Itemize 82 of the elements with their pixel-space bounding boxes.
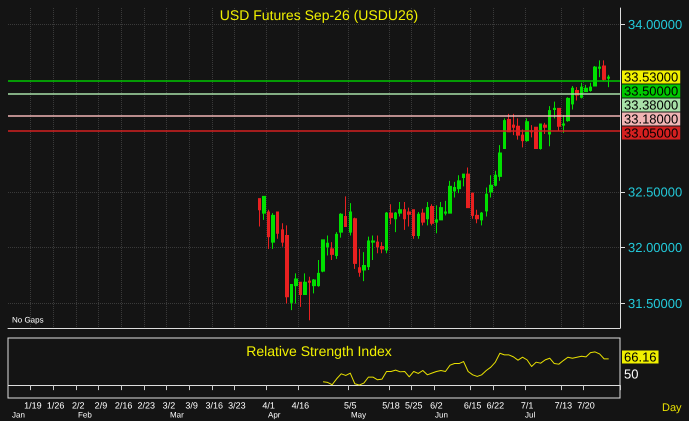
ref-line-label: 33.38000 <box>624 98 678 112</box>
candlestick <box>262 196 266 220</box>
ref-line-label: 33.18000 <box>624 112 678 126</box>
candlestick <box>607 74 610 88</box>
candlestick <box>271 212 275 250</box>
text: 50 <box>624 366 638 382</box>
x-tick-label: 5/25 <box>404 400 422 410</box>
candlestick <box>534 126 538 149</box>
candlestick <box>358 248 361 278</box>
candlestick <box>543 122 547 134</box>
candlestick <box>430 204 434 226</box>
x-tick-label: 5/18 <box>382 400 400 410</box>
candlestick <box>285 224 289 304</box>
annotation: No Gaps <box>12 316 44 324</box>
x-tick-label: 2/9 <box>94 400 108 410</box>
candlestick <box>389 204 393 225</box>
x-tick-label: 3/16 <box>206 400 224 410</box>
candlestick <box>353 217 357 270</box>
text: Day <box>662 402 682 414</box>
candlestick <box>299 282 302 308</box>
candlestick <box>385 212 388 254</box>
candlestick <box>485 187 488 217</box>
candlestick <box>349 202 352 236</box>
text: Feb <box>78 410 92 420</box>
x-tick-label: 5/5 <box>344 400 357 410</box>
candlestick <box>308 276 311 321</box>
x-tick-label: 3/2 <box>162 400 176 410</box>
x-tick-label: 4/16 <box>292 400 310 410</box>
candlestick <box>539 123 542 150</box>
text: Jan <box>12 410 25 420</box>
candlestick <box>525 118 529 142</box>
candlestick <box>339 212 343 238</box>
y-tick-label: 32.50000 <box>628 184 682 200</box>
candlestick <box>417 212 420 240</box>
candlestick <box>553 101 556 119</box>
chart-title: USD Futures Sep-26 (USDU26) <box>220 7 418 23</box>
x-tick-label: 3/9 <box>185 400 198 410</box>
x-tick-label: 2/2 <box>72 400 85 410</box>
text: 33.53000 <box>624 70 678 84</box>
text: Jul <box>525 410 536 420</box>
candlestick <box>276 212 279 240</box>
candlestick <box>462 174 465 187</box>
y-tick-label: 32.00000 <box>628 240 682 256</box>
candlestick <box>303 272 307 296</box>
x-tick-label: 7/13 <box>554 400 572 410</box>
candlestick <box>480 212 483 226</box>
candlestick <box>321 239 325 273</box>
x-tick-label: 1/19 <box>24 400 42 410</box>
candlestick <box>489 174 493 198</box>
text: May <box>351 410 366 420</box>
candlestick <box>448 180 452 214</box>
y-tick-label: 34.00000 <box>628 17 682 32</box>
text: Mar <box>170 410 184 420</box>
x-tick-label: 7/20 <box>577 400 595 410</box>
x-tick-label: 6/2 <box>430 400 443 410</box>
ref-line-label: 33.05000 <box>624 126 678 140</box>
candlestick <box>426 202 429 226</box>
candlestick <box>330 242 334 260</box>
x-tick-label: 7/1 <box>520 400 534 410</box>
candlestick <box>557 108 561 132</box>
ref-line-label: 33.50000 <box>624 84 678 98</box>
candlestick <box>344 196 347 228</box>
candlestick <box>267 209 270 250</box>
candlestick <box>562 114 565 134</box>
text: Jun <box>435 410 448 420</box>
candlestick <box>258 198 261 228</box>
x-tick-label: 1/26 <box>46 400 64 410</box>
x-tick-label: 4/1 <box>262 400 275 410</box>
candlestick <box>421 208 425 226</box>
text: Apr <box>268 410 281 420</box>
chart-title: Relative Strength Index <box>246 343 392 359</box>
x-tick-label: 2/23 <box>138 400 156 410</box>
x-tick-label: 3/23 <box>228 400 246 410</box>
candlestick <box>602 60 606 81</box>
candlestick <box>503 118 506 149</box>
x-tick-label: 6/15 <box>464 400 482 410</box>
text: 66.16 <box>624 350 657 364</box>
y-tick-label: 31.50000 <box>628 296 682 311</box>
x-tick-label: 2/16 <box>114 400 132 410</box>
candlestick <box>457 174 461 194</box>
x-tick-label: 6/22 <box>486 400 504 410</box>
candlestick <box>335 232 338 260</box>
